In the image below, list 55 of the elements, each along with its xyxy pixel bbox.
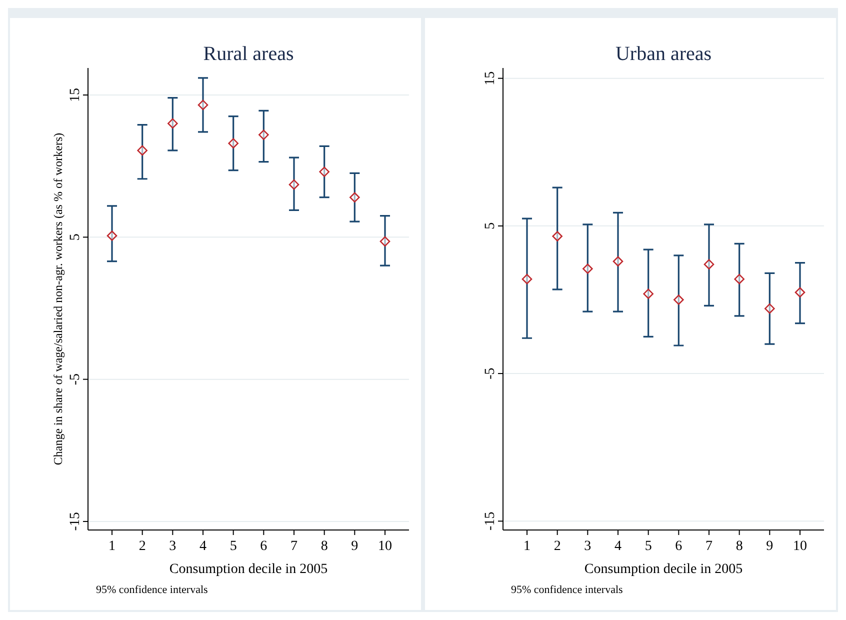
point xyxy=(198,100,208,110)
x-tick-label: 5 xyxy=(644,539,652,554)
x-tick-label: 9 xyxy=(351,539,358,554)
x-tick-label: 7 xyxy=(290,539,298,554)
point xyxy=(764,303,775,314)
chart-title: Rural areas xyxy=(203,43,294,65)
y-tick-label: -15 xyxy=(68,512,83,531)
y-tick-label: -15 xyxy=(483,512,498,530)
x-axis-title: Consumption decile in 2005 xyxy=(584,562,743,577)
point xyxy=(168,118,178,129)
point xyxy=(552,231,562,242)
point xyxy=(228,138,238,148)
point xyxy=(350,192,360,203)
x-tick-label: 8 xyxy=(320,539,328,554)
x-tick-label: 2 xyxy=(138,539,146,554)
point xyxy=(612,256,624,267)
x-tick-label: 5 xyxy=(230,539,237,554)
x-tick-label: 4 xyxy=(614,539,622,554)
point xyxy=(258,130,269,140)
x-tick-label: 10 xyxy=(793,539,807,554)
chart-title: Urban areas xyxy=(615,43,712,65)
point xyxy=(106,230,118,241)
x-tick-label: 6 xyxy=(260,539,268,554)
y-tick-label: 15 xyxy=(483,71,498,86)
y-tick-label: -5 xyxy=(483,368,498,380)
point xyxy=(582,264,593,274)
point xyxy=(288,179,300,190)
point xyxy=(319,166,330,177)
y-tick-label: 5 xyxy=(483,222,498,230)
x-tick-label: 9 xyxy=(766,539,774,554)
point xyxy=(704,259,714,270)
point xyxy=(734,274,744,284)
x-tick-label: 3 xyxy=(169,539,176,554)
y-tick-label: 15 xyxy=(68,88,83,102)
x-tick-label: 2 xyxy=(554,539,561,554)
y-tick-label: -5 xyxy=(68,373,83,386)
x-tick-label: 3 xyxy=(584,539,592,554)
y-tick-label: 5 xyxy=(68,234,83,241)
point xyxy=(380,236,390,247)
point xyxy=(522,274,532,284)
x-tick-label: 4 xyxy=(200,539,206,554)
x-tick-label: 6 xyxy=(675,539,682,554)
y-axis-title: Change in share of wage/salaried non-agr. workers (as % of workers) xyxy=(51,132,65,466)
x-tick-label: 1 xyxy=(108,539,116,554)
x-tick-label: 1 xyxy=(524,539,530,554)
point xyxy=(794,287,806,298)
x-tick-label: 10 xyxy=(378,539,392,554)
point xyxy=(674,294,684,305)
x-axis-title: Consumption decile in 2005 xyxy=(169,562,328,577)
text: 95% confidence intervals xyxy=(96,584,208,596)
text: 95% confidence intervals xyxy=(511,584,623,596)
point xyxy=(643,288,654,299)
x-tick-label: 8 xyxy=(736,539,743,554)
point xyxy=(137,145,148,156)
x-tick-label: 7 xyxy=(706,539,712,554)
